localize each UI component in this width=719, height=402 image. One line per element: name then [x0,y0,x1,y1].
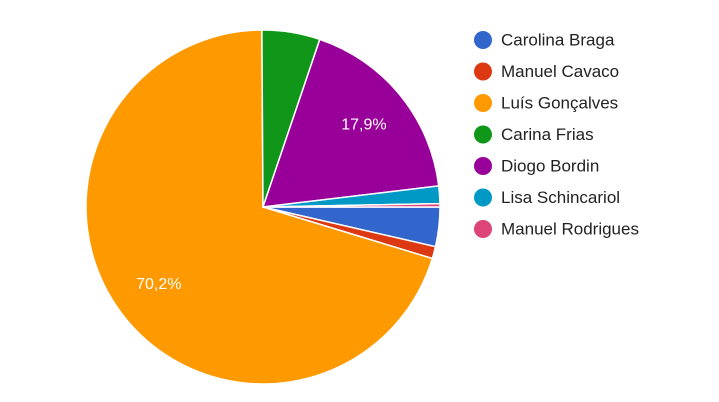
legend-label: Manuel Rodrigues [501,219,639,238]
value-label: 70,2% [136,276,181,293]
legend-swatch [474,94,492,112]
legend-label: Manuel Cavaco [501,62,619,81]
legend-swatch [474,220,492,238]
legend-label: Carina Frias [501,125,594,144]
legend-swatch [474,31,492,49]
legend-label: Diogo Bordin [501,156,599,175]
legend-swatch [474,188,492,207]
value-label: 17,9% [341,116,386,133]
legend-swatch [474,62,492,81]
pie-slice [261,38,440,208]
legend-swatch [474,157,492,175]
legend-label: Carolina Braga [501,30,615,49]
legend-swatch [474,125,492,144]
legend-label: Lisa Schincariol [501,188,620,207]
legend-label: Luís Gonçalves [501,93,618,112]
pie-slice [262,202,441,208]
pie-slice [85,29,434,385]
